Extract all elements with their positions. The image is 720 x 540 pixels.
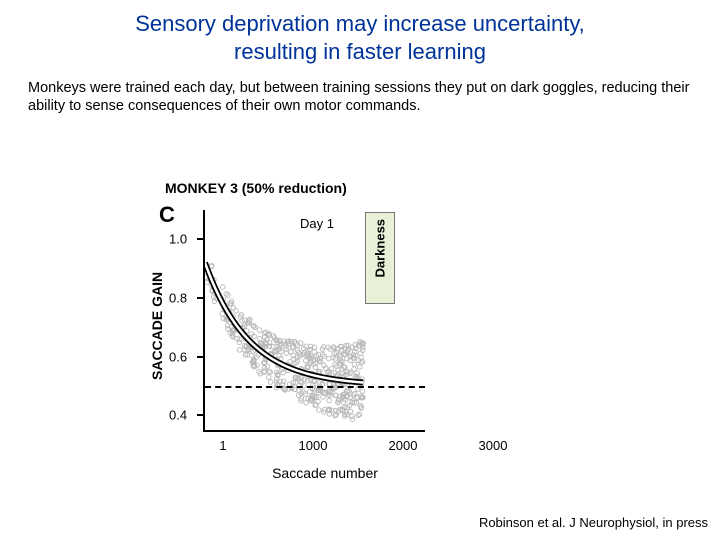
panel-title: MONKEY 3 (50% reduction) [165, 180, 347, 196]
figure: MONKEY 3 (50% reduction) C SACCADE GAIN … [155, 180, 455, 460]
y-axis-label: SACCADE GAIN [149, 272, 165, 380]
x-axis-label: Saccade number [245, 465, 405, 481]
y-tick [197, 356, 203, 358]
x-tick-label: 1 [219, 438, 226, 453]
title-line-1: Sensory deprivation may increase uncerta… [135, 11, 585, 36]
title-line-2: resulting in faster learning [234, 39, 486, 64]
panel-letter: C [159, 202, 175, 228]
body-paragraph: Monkeys were trained each day, but betwe… [0, 71, 720, 115]
x-tick-label: 1000 [299, 438, 328, 453]
plot-area: Day 1 Darkness [203, 210, 425, 432]
x-tick-label: 2000 [389, 438, 418, 453]
slide-title: Sensory deprivation may increase uncerta… [0, 0, 720, 71]
y-tick [197, 238, 203, 240]
y-tick [197, 297, 203, 299]
slide: Sensory deprivation may increase uncerta… [0, 0, 720, 540]
y-tick [197, 414, 203, 416]
x-tick-label: 3000 [479, 438, 508, 453]
citation: Robinson et al. J Neurophysiol, in press [479, 515, 708, 530]
day1-label: Day 1 [300, 216, 334, 231]
asymptote-line [205, 386, 425, 388]
darkness-label: Darkness [373, 238, 388, 278]
